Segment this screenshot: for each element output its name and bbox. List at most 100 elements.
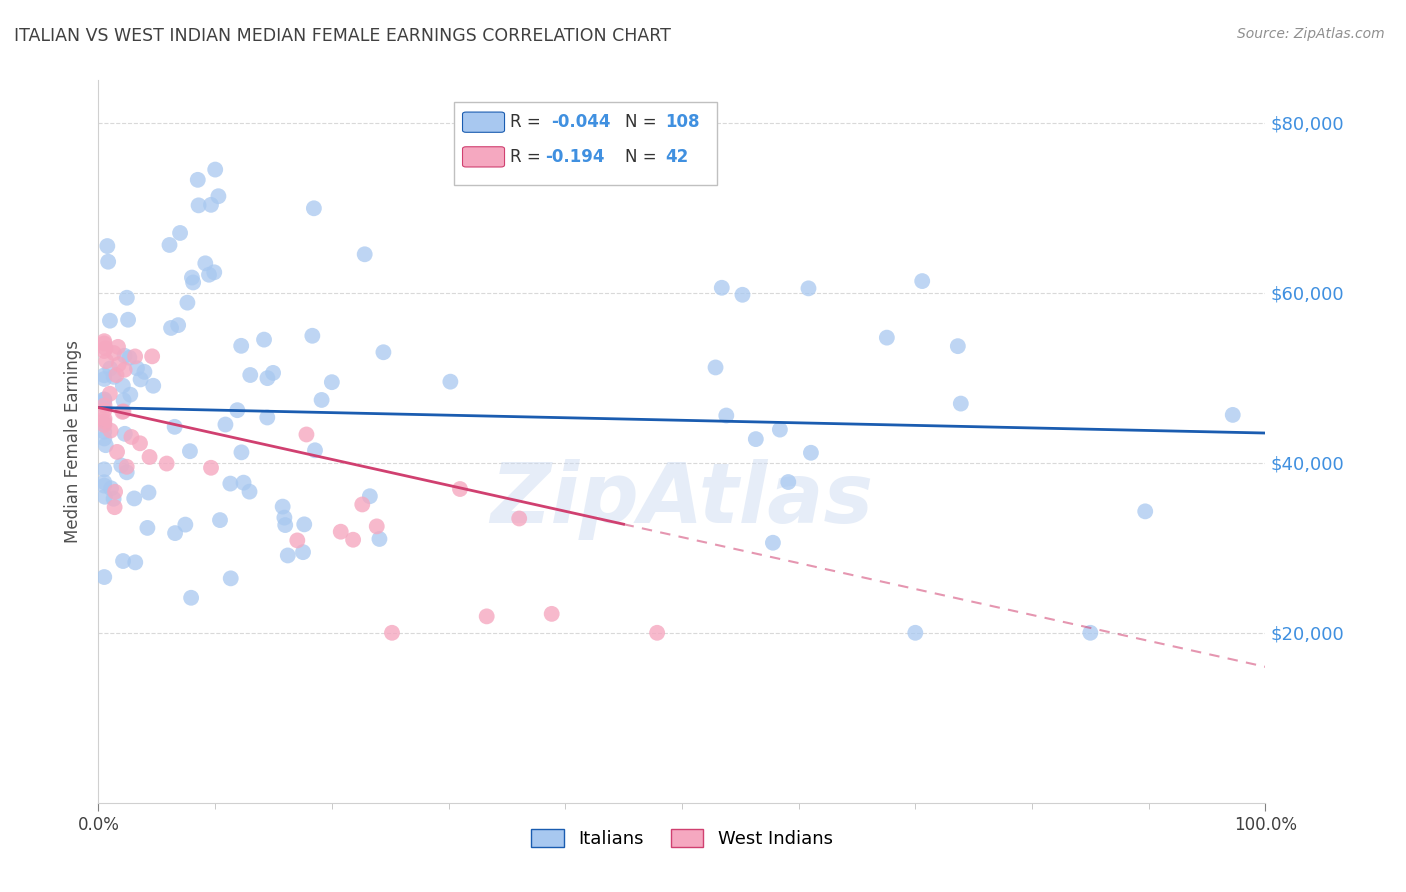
Point bbox=[96, 239, 118, 253]
Text: R =: R = bbox=[510, 113, 547, 131]
Point bbox=[321, 375, 343, 389]
Point bbox=[256, 371, 278, 385]
Point bbox=[200, 198, 222, 212]
Text: ZipAtlas: ZipAtlas bbox=[491, 458, 873, 540]
Point bbox=[238, 484, 260, 499]
Point bbox=[120, 387, 142, 401]
Point bbox=[169, 226, 191, 240]
Point bbox=[949, 396, 972, 410]
Point bbox=[93, 417, 115, 432]
FancyBboxPatch shape bbox=[454, 102, 717, 185]
Point bbox=[136, 521, 159, 535]
Point bbox=[117, 312, 139, 326]
Point bbox=[93, 462, 115, 476]
Point bbox=[295, 427, 318, 442]
Y-axis label: Median Female Earnings: Median Female Earnings bbox=[65, 340, 83, 543]
Point bbox=[231, 445, 253, 459]
Point bbox=[256, 410, 278, 425]
Point bbox=[301, 328, 323, 343]
Point bbox=[181, 276, 204, 290]
Point bbox=[226, 403, 249, 417]
Point bbox=[97, 254, 120, 268]
Point bbox=[716, 409, 738, 423]
FancyBboxPatch shape bbox=[463, 112, 505, 132]
Point bbox=[165, 526, 187, 541]
Point bbox=[353, 247, 375, 261]
Point bbox=[124, 350, 146, 364]
Point bbox=[208, 513, 231, 527]
Point bbox=[508, 511, 530, 525]
Point bbox=[112, 554, 135, 568]
Point bbox=[204, 162, 226, 177]
Point bbox=[198, 268, 221, 282]
Text: -0.044: -0.044 bbox=[551, 113, 610, 131]
Point bbox=[94, 438, 117, 452]
Point bbox=[366, 519, 388, 533]
Point bbox=[176, 295, 198, 310]
Point bbox=[98, 361, 121, 376]
Point bbox=[731, 287, 754, 301]
Point bbox=[475, 609, 498, 624]
Point bbox=[156, 457, 179, 471]
Point bbox=[120, 430, 142, 444]
Point bbox=[769, 423, 792, 437]
Point bbox=[373, 345, 395, 359]
Point bbox=[118, 351, 141, 365]
Point bbox=[219, 571, 242, 585]
Point bbox=[239, 368, 262, 382]
Point bbox=[98, 314, 121, 328]
Text: 42: 42 bbox=[665, 148, 689, 166]
Point bbox=[797, 281, 820, 295]
Point bbox=[745, 432, 768, 446]
Point bbox=[292, 517, 315, 532]
Text: ITALIAN VS WEST INDIAN MEDIAN FEMALE EARNINGS CORRELATION CHART: ITALIAN VS WEST INDIAN MEDIAN FEMALE EAR… bbox=[14, 27, 671, 45]
Point bbox=[800, 446, 823, 460]
Point bbox=[93, 475, 115, 490]
Point bbox=[1135, 504, 1157, 518]
Point bbox=[129, 372, 152, 386]
Point bbox=[129, 436, 152, 450]
Text: R =: R = bbox=[510, 148, 547, 166]
Point bbox=[342, 533, 364, 547]
Point bbox=[114, 349, 136, 363]
Point bbox=[107, 340, 129, 354]
Point bbox=[93, 417, 115, 431]
Point bbox=[160, 321, 183, 335]
Point bbox=[449, 482, 471, 496]
Point bbox=[271, 500, 294, 514]
Point bbox=[93, 368, 115, 383]
Point bbox=[110, 458, 132, 473]
Point bbox=[194, 256, 217, 270]
Point bbox=[103, 491, 125, 506]
Point bbox=[1080, 625, 1102, 640]
Point bbox=[200, 460, 222, 475]
Text: -0.194: -0.194 bbox=[546, 148, 605, 166]
Point bbox=[876, 331, 898, 345]
Point bbox=[710, 281, 733, 295]
Point bbox=[100, 424, 122, 438]
Point bbox=[174, 517, 197, 532]
Point bbox=[159, 238, 181, 252]
Point bbox=[93, 478, 115, 492]
Point bbox=[292, 545, 315, 559]
Point bbox=[93, 394, 115, 409]
Point bbox=[93, 344, 115, 359]
Point bbox=[1222, 408, 1244, 422]
Point bbox=[704, 360, 727, 375]
Point bbox=[142, 378, 165, 392]
Point bbox=[104, 500, 127, 515]
Point bbox=[93, 570, 115, 584]
Point bbox=[277, 549, 299, 563]
Point bbox=[179, 444, 201, 458]
Point bbox=[946, 339, 969, 353]
Point bbox=[93, 372, 115, 386]
Point bbox=[368, 532, 391, 546]
Point bbox=[115, 291, 138, 305]
Point bbox=[187, 173, 209, 187]
Point bbox=[540, 607, 562, 621]
Point bbox=[181, 270, 204, 285]
Point bbox=[439, 375, 461, 389]
Point bbox=[359, 489, 381, 503]
Point bbox=[114, 426, 136, 441]
Point bbox=[107, 357, 129, 371]
